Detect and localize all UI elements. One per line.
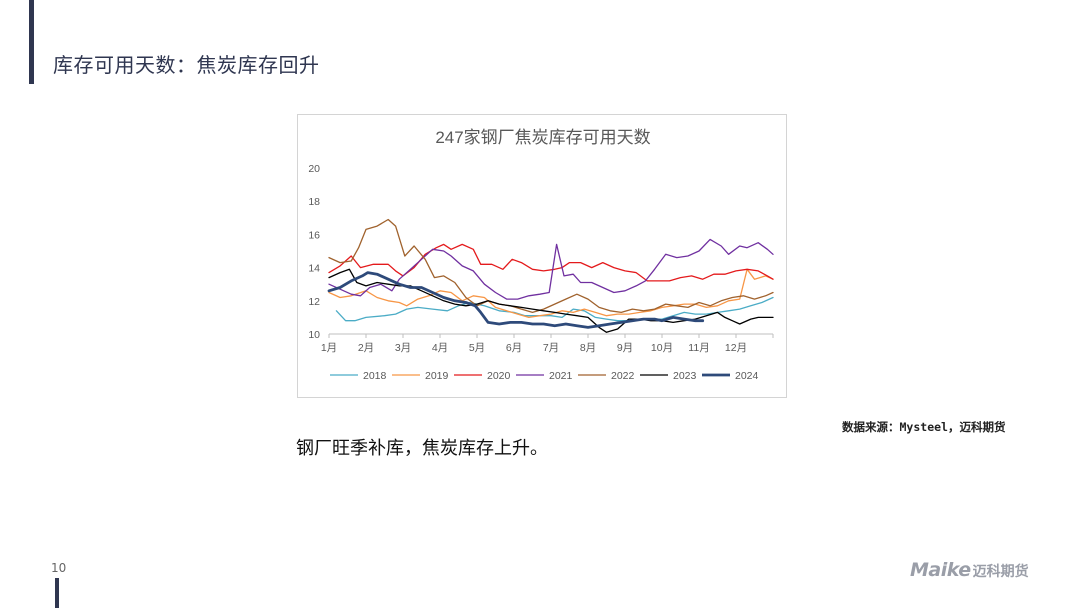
x-tick-label: 9月: [617, 342, 633, 354]
x-tick-label: 10月: [651, 342, 673, 354]
accent-bar-top: [29, 0, 34, 84]
legend-label-2021: 2021: [549, 370, 573, 382]
legend-label-2020: 2020: [487, 370, 511, 382]
x-tick-label: 5月: [469, 342, 485, 354]
line-chart: 247家钢厂焦炭库存可用天数 10 12 14 16 18 20 1月 2月 3月 4月 5月 6月 7月…: [308, 128, 774, 382]
x-tick-label: 11月: [688, 342, 709, 354]
chart-title: 247家钢厂焦炭库存可用天数: [435, 128, 650, 147]
y-tick-label: 10: [308, 329, 320, 341]
x-tick-label: 1月: [321, 342, 337, 354]
series-line-2019: [328, 268, 774, 319]
y-tick-label: 16: [308, 229, 320, 241]
series-line-2024: [327, 271, 705, 329]
logo-chinese-name: 迈科期货: [972, 564, 1029, 580]
slide-title: 库存可用天数：焦炭库存回升: [53, 53, 320, 77]
y-tick-label: 14: [308, 263, 320, 275]
summary-text: 钢厂旺季补库，焦炭库存上升。: [296, 438, 548, 459]
y-tick-label: 20: [308, 163, 320, 175]
y-tick-label: 12: [308, 296, 320, 308]
page-number: 10: [51, 561, 67, 575]
x-tick-label: 7月: [543, 342, 559, 354]
y-tick-label: 18: [308, 196, 320, 208]
series-line-2021: [328, 238, 774, 300]
company-logo: Maike 迈科期货: [910, 559, 1029, 581]
chart-container: 247家钢厂焦炭库存可用天数 10 12 14 16 18 20 1月 2月 3月 4月 5月 6月 7月…: [297, 114, 787, 398]
legend-label-2023: 2023: [673, 370, 697, 382]
accent-bar-bottom: [55, 578, 59, 608]
series-line-2022: [328, 218, 774, 314]
x-tick-label: 2月: [358, 342, 374, 354]
series-line-2020: [328, 243, 774, 282]
x-tick-label: 4月: [432, 342, 448, 354]
legend-label-2022: 2022: [611, 370, 635, 382]
x-tick-label: 6月: [506, 342, 522, 354]
legend-label-2018: 2018: [363, 370, 387, 382]
x-tick-label: 8月: [580, 342, 596, 354]
series-line-2018: [335, 296, 774, 322]
legend-label-2019: 2019: [425, 370, 449, 382]
data-source: 数据来源：Mysteel，迈科期货: [842, 420, 1006, 434]
logo-wordmark: Maike: [910, 559, 971, 581]
legend-label-2024: 2024: [735, 370, 759, 382]
x-tick-label: 3月: [395, 342, 411, 354]
x-tick-label: 12月: [725, 342, 747, 354]
